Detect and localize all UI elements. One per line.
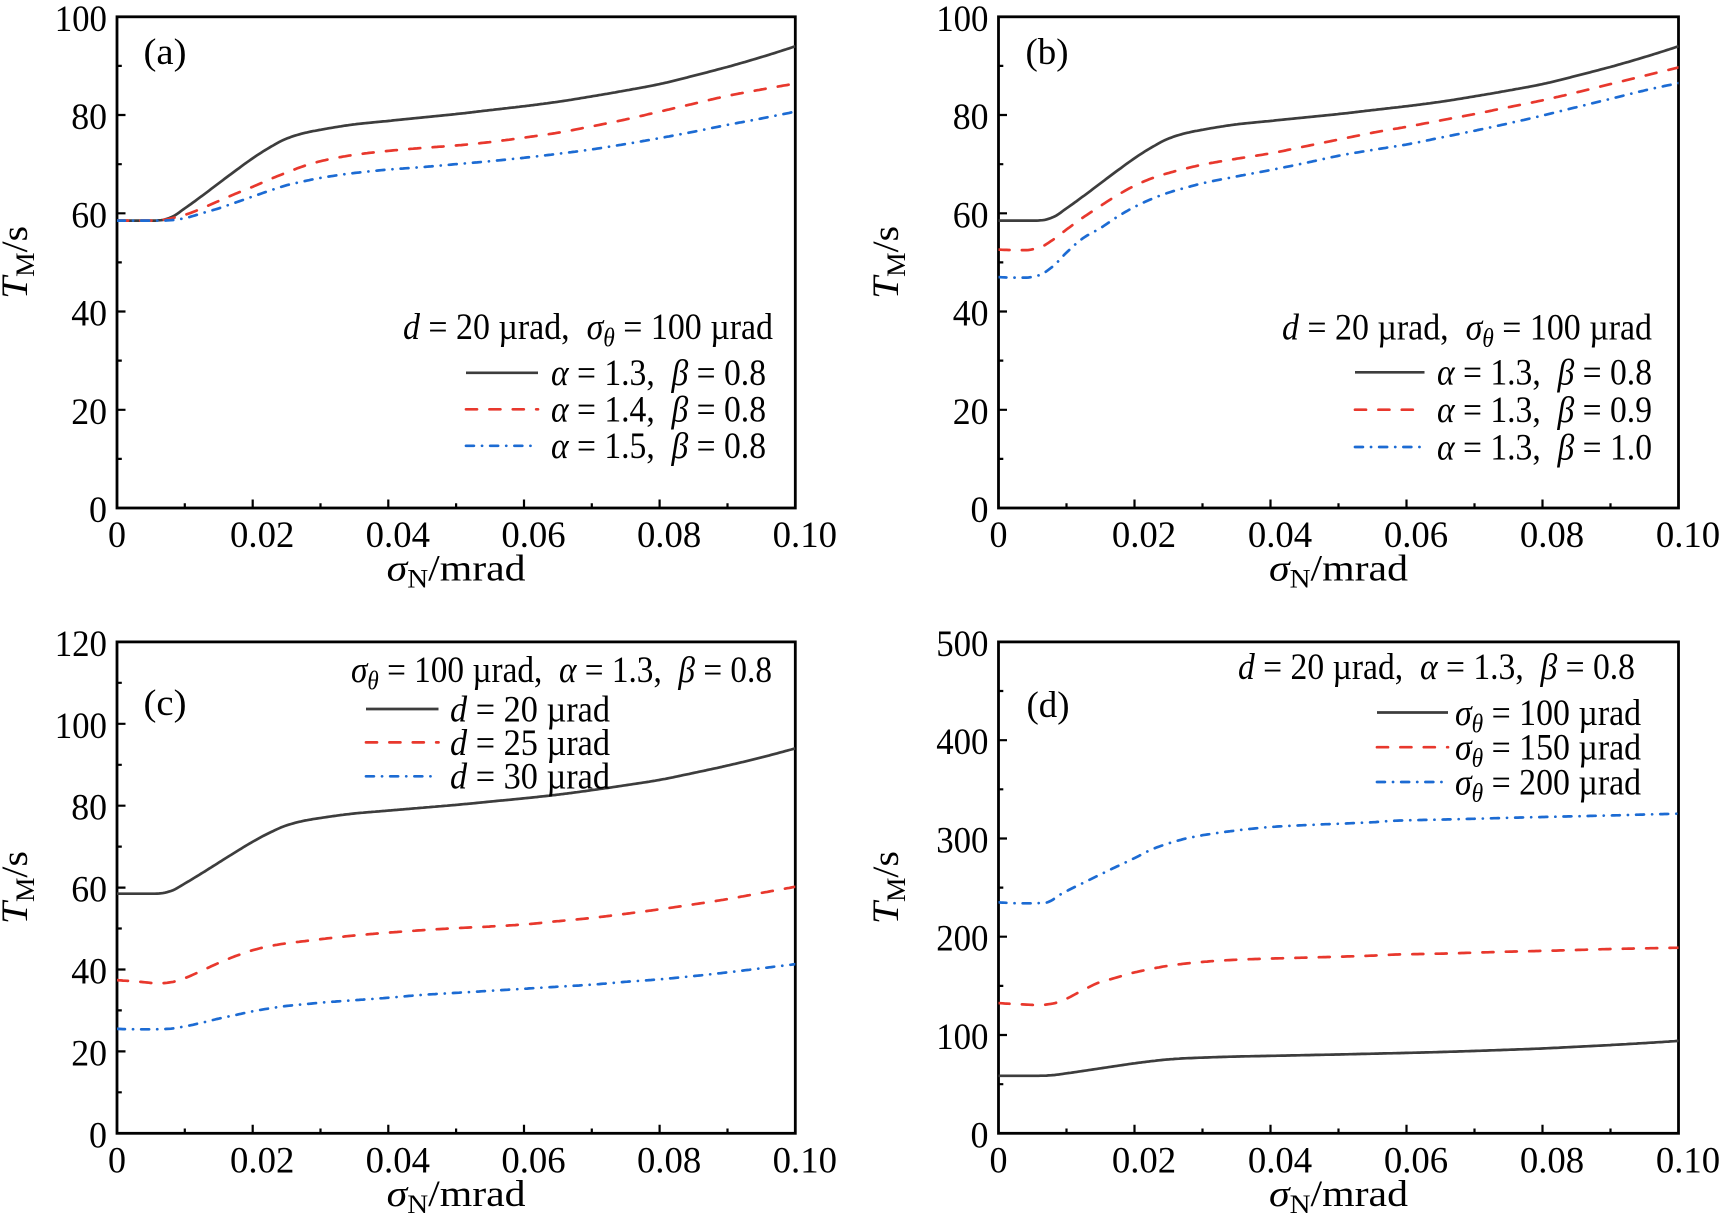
- svg-text:60: 60: [71, 195, 107, 236]
- svg-text:0.04: 0.04: [1248, 1141, 1313, 1182]
- svg-text:100: 100: [55, 706, 107, 747]
- svg-text:0.04: 0.04: [366, 515, 431, 556]
- svg-text:80: 80: [71, 97, 107, 138]
- svg-text:300: 300: [936, 821, 988, 862]
- svg-text:0.08: 0.08: [1520, 1141, 1584, 1182]
- svg-text:0.06: 0.06: [501, 1141, 565, 1182]
- svg-text:0.10: 0.10: [773, 1141, 837, 1182]
- svg-text:0.02: 0.02: [230, 515, 294, 556]
- svg-text:20: 20: [953, 392, 989, 433]
- svg-text:0.06: 0.06: [1384, 1141, 1448, 1182]
- svg-text:80: 80: [71, 788, 107, 829]
- svg-text:100: 100: [936, 0, 988, 40]
- svg-text:100: 100: [55, 0, 107, 40]
- svg-text:α = 1.5, β = 0.8: α = 1.5, β = 0.8: [551, 426, 766, 467]
- svg-text:0.08: 0.08: [1520, 515, 1584, 556]
- svg-text:0.06: 0.06: [1384, 515, 1448, 556]
- svg-text:TM​/s: TM​/s: [0, 226, 40, 299]
- svg-text:α = 1.3, β = 1.0: α = 1.3, β = 1.0: [1437, 427, 1652, 468]
- svg-text:0: 0: [108, 515, 126, 556]
- svg-text:0: 0: [89, 490, 107, 531]
- svg-text:200: 200: [936, 919, 988, 960]
- svg-text:400: 400: [936, 722, 988, 763]
- svg-text:0.04: 0.04: [1248, 515, 1313, 556]
- svg-text:0: 0: [108, 1141, 126, 1182]
- svg-text:0.04: 0.04: [366, 1141, 431, 1182]
- svg-text:60: 60: [71, 870, 107, 911]
- svg-text:σθ​ = 200 µrad: σθ​ = 200 µrad: [1455, 762, 1641, 807]
- svg-text:60: 60: [953, 195, 989, 236]
- svg-text:σθ​ = 100 µrad: σθ​ = 100 µrad: [1455, 693, 1641, 738]
- svg-text:40: 40: [953, 294, 989, 335]
- svg-text:d = 20 µrad: d = 20 µrad: [450, 689, 610, 730]
- svg-text:α = 1.3, β = 0.8: α = 1.3, β = 0.8: [1437, 353, 1652, 394]
- svg-text:0.10: 0.10: [1656, 515, 1720, 556]
- svg-text:TM​/s: TM​/s: [866, 851, 911, 924]
- svg-text:20: 20: [71, 1033, 107, 1074]
- svg-text:100: 100: [936, 1017, 988, 1058]
- svg-text:d = 20 µrad, σθ​ = 100 µrad: d = 20 µrad, σθ​ = 100 µrad: [403, 307, 773, 352]
- svg-text:0.08: 0.08: [637, 1141, 701, 1182]
- svg-text:40: 40: [71, 952, 107, 993]
- svg-text:0: 0: [971, 1115, 989, 1156]
- svg-text:(b): (b): [1026, 32, 1069, 73]
- svg-text:40: 40: [71, 294, 107, 335]
- svg-text:TM​/s: TM​/s: [0, 851, 40, 924]
- svg-text:α = 1.3, β = 0.8: α = 1.3, β = 0.8: [551, 353, 766, 394]
- svg-text:(d): (d): [1027, 685, 1070, 726]
- svg-text:0: 0: [89, 1115, 107, 1156]
- svg-text:d = 20 µrad, α = 1.3, β = 0.8: d = 20 µrad, α = 1.3, β = 0.8: [1238, 647, 1635, 688]
- svg-text:500: 500: [936, 624, 988, 665]
- svg-text:0.06: 0.06: [501, 515, 565, 556]
- svg-text:d = 20 µrad, σθ​ = 100 µrad: d = 20 µrad, σθ​ = 100 µrad: [1282, 308, 1652, 353]
- svg-text:0: 0: [971, 490, 989, 531]
- svg-text:σθ​ = 100 µrad, α = 1.3, β = 0: σθ​ = 100 µrad, α = 1.3, β = 0.8: [351, 650, 772, 695]
- svg-text:d = 25 µrad: d = 25 µrad: [450, 723, 610, 764]
- svg-text:0: 0: [990, 515, 1008, 556]
- svg-text:(c): (c): [144, 683, 187, 724]
- svg-text:d = 30 µrad: d = 30 µrad: [450, 757, 610, 798]
- svg-text:20: 20: [71, 392, 107, 433]
- svg-text:(a): (a): [144, 32, 187, 73]
- svg-text:α = 1.4, β = 0.8: α = 1.4, β = 0.8: [551, 390, 766, 431]
- svg-text:σθ​ = 150 µrad: σθ​ = 150 µrad: [1455, 728, 1641, 773]
- svg-text:80: 80: [953, 97, 989, 138]
- svg-text:0.02: 0.02: [1112, 1141, 1176, 1182]
- svg-text:σN​/mrad: σN​/mrad: [387, 549, 526, 594]
- svg-text:120: 120: [55, 624, 107, 665]
- svg-text:α = 1.3, β = 0.9: α = 1.3, β = 0.9: [1437, 390, 1652, 431]
- svg-text:0.02: 0.02: [1112, 515, 1176, 556]
- svg-text:0.10: 0.10: [1656, 1141, 1720, 1182]
- svg-text:0.10: 0.10: [773, 515, 837, 556]
- svg-text:σN​/mrad: σN​/mrad: [387, 1174, 526, 1219]
- svg-text:0: 0: [990, 1141, 1008, 1182]
- svg-text:0.08: 0.08: [637, 515, 701, 556]
- svg-text:0.02: 0.02: [230, 1141, 294, 1182]
